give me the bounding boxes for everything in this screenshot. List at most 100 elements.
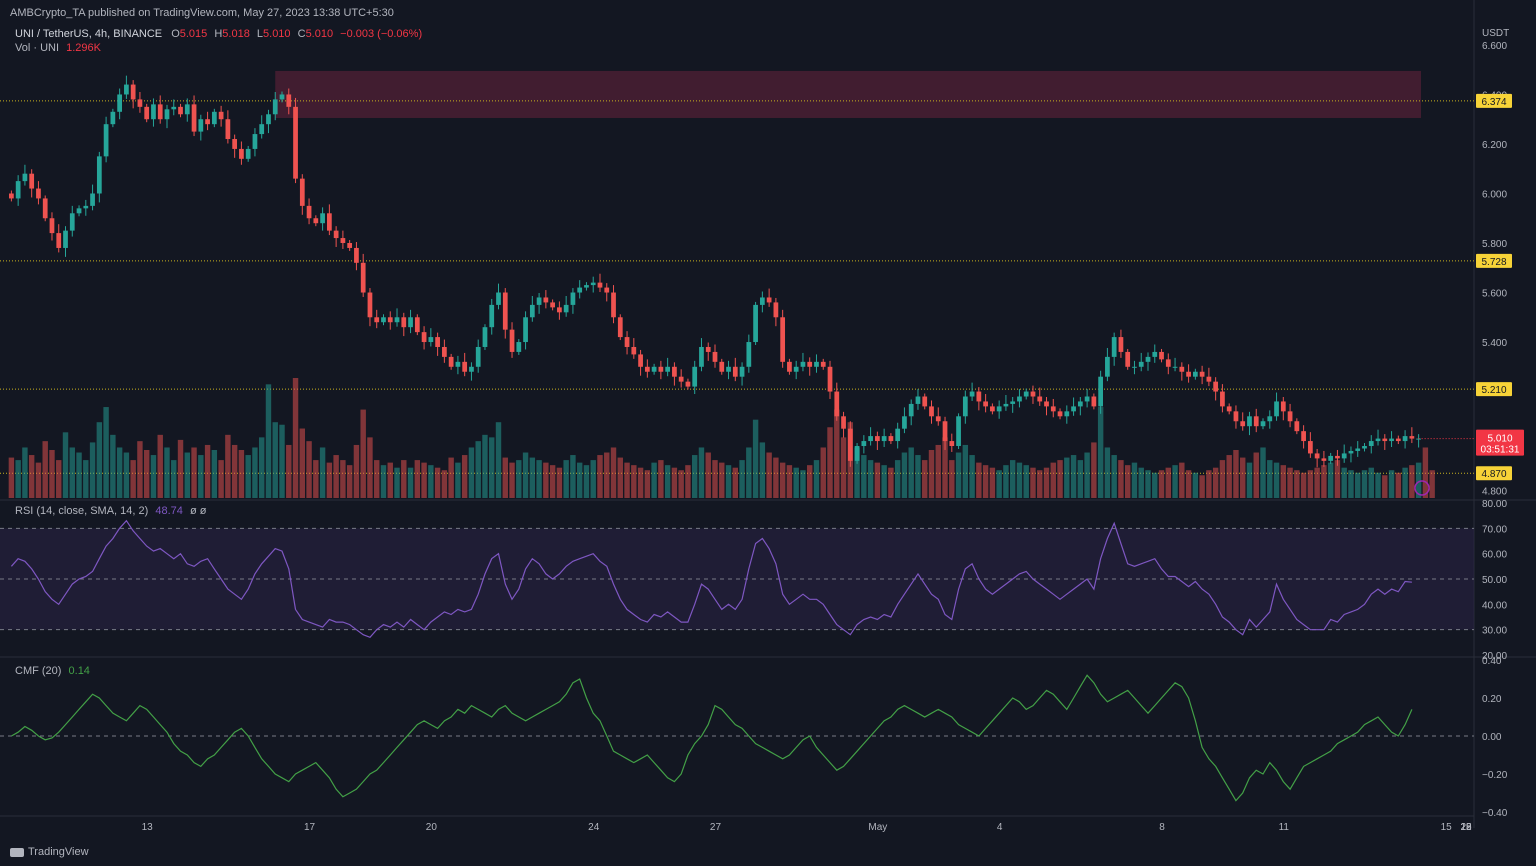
candle-body	[1274, 401, 1279, 417]
volume-bar	[1030, 467, 1036, 498]
candle-body	[597, 282, 603, 288]
candle-body	[563, 304, 569, 313]
volume-bar	[1402, 467, 1408, 498]
lightning-icon[interactable]	[1414, 480, 1430, 496]
candle-body	[1375, 438, 1381, 442]
candle-body	[557, 307, 562, 313]
candle-body	[340, 238, 346, 244]
candle-body	[130, 84, 136, 100]
volume-bar	[434, 467, 441, 498]
candle-body	[1105, 356, 1110, 377]
change-value: −0.003 (−0.06%)	[340, 28, 423, 40]
rsi-value: 48.74	[155, 505, 183, 517]
candle-body	[137, 99, 143, 107]
volume-bar	[1233, 450, 1239, 498]
candle-body	[421, 332, 427, 343]
volume-bar	[360, 409, 366, 498]
volume-bar	[894, 460, 901, 498]
candle-body	[1057, 411, 1063, 417]
candle-body	[428, 337, 434, 343]
volume-bar	[624, 462, 630, 498]
candle-body	[218, 111, 224, 120]
volume-bar	[367, 437, 373, 498]
candle-body	[1165, 359, 1171, 367]
volume-bars	[8, 378, 1435, 498]
candle-body	[36, 188, 41, 199]
candle-body	[313, 218, 319, 224]
candle-body	[245, 148, 251, 159]
candle-body	[354, 247, 359, 263]
candle-body	[604, 287, 610, 293]
candle-body	[1213, 381, 1219, 392]
volume-bar	[28, 455, 35, 498]
symbol-legend[interactable]: UNI / TetherUS, 4h, BINANCE O5.015 H5.01…	[15, 28, 422, 40]
candle-body	[42, 198, 48, 219]
volume-legend[interactable]: Vol · UNI 1.296K	[15, 42, 101, 54]
volume-bar	[421, 462, 427, 498]
candle-body	[1240, 421, 1246, 427]
candle-body	[90, 193, 95, 206]
volume-bar	[1334, 460, 1341, 498]
tradingview-logo-icon	[10, 847, 24, 857]
candle-body	[49, 218, 55, 234]
candle-body	[414, 317, 420, 333]
volume-bar	[1219, 460, 1226, 498]
rsi-legend[interactable]: RSI (14, close, SMA, 14, 2) 48.74 ø ø	[15, 505, 206, 517]
tradingview-logo[interactable]: TradingView	[10, 846, 89, 858]
candle-body	[1321, 458, 1327, 461]
candle-body	[1335, 455, 1340, 459]
volume-bar	[617, 457, 623, 498]
volume-bar	[1395, 472, 1402, 498]
candle-body	[1111, 337, 1117, 357]
time-tick: 11	[1279, 822, 1290, 833]
candle-body	[536, 297, 542, 305]
volume-bar	[1300, 472, 1307, 498]
volume-bar	[8, 457, 15, 498]
level-badge-text-3: 4.870	[1481, 469, 1506, 480]
volume-bar	[773, 457, 779, 498]
cmf-legend[interactable]: CMF (20) 0.14	[15, 665, 90, 677]
candle-body	[644, 366, 650, 372]
volume-bar	[15, 460, 21, 498]
volume-bar	[874, 462, 881, 498]
candle-body	[1226, 406, 1232, 412]
close-label: C	[297, 28, 306, 40]
volume-bar	[299, 428, 306, 498]
cmf-value: 0.14	[68, 665, 90, 677]
volume-bar	[1124, 465, 1131, 498]
candle-body	[1362, 446, 1367, 449]
volume-bar	[509, 462, 515, 498]
candle-body	[509, 329, 515, 352]
cmf-pane	[0, 674, 1474, 802]
time-tick: 22	[1460, 822, 1472, 833]
volume-bar	[198, 455, 204, 498]
volume-bar	[231, 444, 238, 498]
candle-body	[1084, 396, 1090, 402]
time-tick: 4	[997, 822, 1003, 833]
volume-bar	[563, 460, 569, 498]
candle-body	[151, 104, 156, 120]
rsi-tick: 20.00	[1482, 651, 1507, 662]
volume-bar	[340, 460, 346, 498]
candle-body	[76, 208, 82, 214]
price-tick: 4.800	[1482, 487, 1507, 498]
volume-bar	[1409, 465, 1415, 498]
volume-bar	[543, 462, 549, 498]
candle-body	[759, 297, 765, 305]
candle-body	[962, 396, 968, 417]
volume-bar	[1355, 472, 1361, 498]
volume-bar	[461, 455, 468, 498]
candle-body	[387, 317, 393, 323]
level-badge-text-2: 5.210	[1481, 385, 1506, 396]
rsi-line	[10, 519, 1412, 639]
volume-bar	[549, 465, 556, 498]
candle-body	[1233, 411, 1239, 422]
volume-bar	[1185, 470, 1192, 498]
candle-body	[611, 292, 616, 318]
candle-body	[1132, 366, 1137, 368]
time-tick: 15	[1441, 822, 1453, 833]
volume-bar	[664, 465, 671, 498]
volume-bar	[658, 460, 664, 498]
level-badge-3	[1476, 466, 1512, 481]
